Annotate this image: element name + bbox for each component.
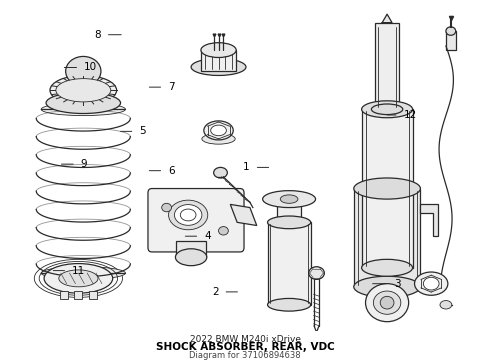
Ellipse shape bbox=[41, 267, 125, 279]
Text: 2: 2 bbox=[212, 287, 219, 297]
FancyBboxPatch shape bbox=[362, 109, 413, 268]
Ellipse shape bbox=[446, 27, 456, 35]
FancyBboxPatch shape bbox=[446, 31, 456, 50]
Text: 9: 9 bbox=[81, 159, 88, 169]
FancyBboxPatch shape bbox=[201, 50, 236, 71]
Text: 7: 7 bbox=[168, 82, 175, 92]
Ellipse shape bbox=[59, 270, 98, 287]
Ellipse shape bbox=[277, 217, 301, 228]
Text: 6: 6 bbox=[168, 166, 175, 176]
Text: 3: 3 bbox=[394, 279, 401, 289]
Text: 12: 12 bbox=[404, 110, 417, 120]
Ellipse shape bbox=[214, 167, 227, 178]
Ellipse shape bbox=[362, 101, 413, 118]
Ellipse shape bbox=[219, 226, 228, 235]
Text: 8: 8 bbox=[94, 30, 101, 40]
Text: 1: 1 bbox=[243, 162, 250, 172]
Ellipse shape bbox=[309, 267, 324, 279]
Ellipse shape bbox=[423, 277, 439, 290]
Text: 5: 5 bbox=[140, 126, 146, 136]
Text: 4: 4 bbox=[204, 231, 211, 241]
Ellipse shape bbox=[41, 103, 125, 116]
Text: 11: 11 bbox=[72, 266, 85, 276]
Text: 2022 BMW M240i xDrive: 2022 BMW M240i xDrive bbox=[190, 335, 300, 343]
Polygon shape bbox=[176, 241, 206, 257]
Ellipse shape bbox=[175, 249, 207, 266]
FancyBboxPatch shape bbox=[148, 189, 244, 252]
Ellipse shape bbox=[263, 191, 316, 208]
Ellipse shape bbox=[169, 200, 208, 230]
Ellipse shape bbox=[180, 209, 196, 221]
Ellipse shape bbox=[201, 43, 236, 58]
Ellipse shape bbox=[371, 104, 403, 114]
Ellipse shape bbox=[191, 59, 246, 76]
FancyBboxPatch shape bbox=[268, 222, 311, 305]
FancyBboxPatch shape bbox=[375, 23, 399, 109]
Ellipse shape bbox=[440, 301, 452, 309]
Ellipse shape bbox=[202, 134, 235, 144]
Ellipse shape bbox=[268, 216, 311, 229]
Ellipse shape bbox=[174, 204, 202, 225]
Ellipse shape bbox=[354, 178, 420, 199]
Ellipse shape bbox=[373, 291, 401, 314]
Text: 10: 10 bbox=[84, 63, 98, 72]
FancyBboxPatch shape bbox=[354, 189, 420, 287]
Polygon shape bbox=[230, 204, 257, 225]
Text: Diagram for 37106894638: Diagram for 37106894638 bbox=[189, 351, 301, 360]
Ellipse shape bbox=[204, 121, 233, 140]
Ellipse shape bbox=[268, 298, 311, 311]
Ellipse shape bbox=[44, 264, 113, 293]
Ellipse shape bbox=[46, 93, 121, 113]
Ellipse shape bbox=[56, 78, 111, 102]
Polygon shape bbox=[420, 204, 438, 236]
FancyBboxPatch shape bbox=[277, 203, 301, 222]
Ellipse shape bbox=[354, 276, 420, 297]
Ellipse shape bbox=[211, 125, 226, 136]
Ellipse shape bbox=[380, 296, 394, 309]
Ellipse shape bbox=[50, 76, 117, 105]
Ellipse shape bbox=[415, 272, 448, 295]
Ellipse shape bbox=[66, 57, 101, 86]
Text: SHOCK ABSORBER, REAR, VDC: SHOCK ABSORBER, REAR, VDC bbox=[156, 342, 334, 352]
FancyBboxPatch shape bbox=[60, 291, 68, 300]
Ellipse shape bbox=[366, 284, 409, 322]
FancyBboxPatch shape bbox=[74, 291, 82, 300]
Ellipse shape bbox=[162, 203, 172, 212]
Polygon shape bbox=[382, 14, 392, 23]
FancyBboxPatch shape bbox=[89, 291, 97, 300]
Ellipse shape bbox=[280, 195, 298, 203]
Ellipse shape bbox=[362, 259, 413, 276]
